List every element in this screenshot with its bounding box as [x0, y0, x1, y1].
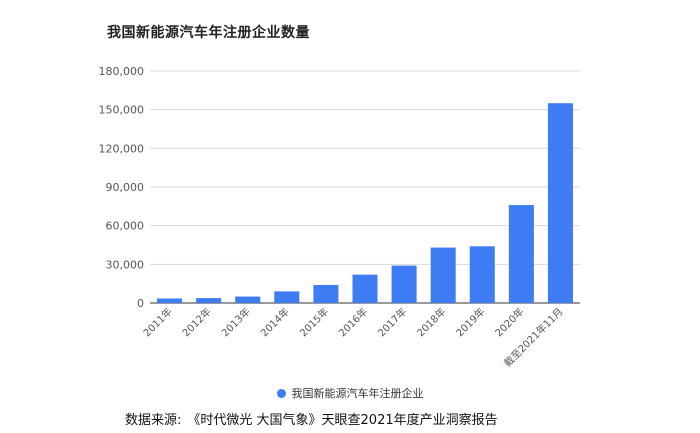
x-tick-label: 2012年: [179, 305, 213, 339]
bar-1: [157, 298, 183, 303]
source-label: 数据来源:: [125, 413, 182, 428]
legend: 我国新能源汽车年注册企业: [0, 385, 700, 401]
y-tick-label: 30,000: [106, 258, 145, 271]
bar-7: [391, 265, 417, 303]
y-tick-label: 90,000: [106, 181, 145, 194]
y-tick-label: 60,000: [106, 220, 145, 233]
grid-lines: [150, 70, 580, 304]
x-tick-label: 2016年: [336, 305, 370, 339]
bar-5: [313, 284, 339, 303]
x-tick-label: 2011年: [140, 305, 174, 339]
x-tick-label: 2015年: [297, 305, 331, 339]
x-tick-label: 2020年: [492, 305, 526, 339]
bar-10: [508, 205, 534, 303]
x-tick-labels: 2011年 2012年 2013年 2014年 2015年 2016年 2017年 2018年…: [140, 305, 565, 369]
legend-label: 我国新能源汽车年注册企业: [291, 387, 424, 400]
x-tick-label: 2019年: [453, 305, 487, 339]
chart-title: 我国新能源汽车年注册企业数量: [107, 25, 310, 41]
source-note: 数据来源: 《时代微光 大国气象》天眼查2021年度产业洞察报告: [125, 409, 498, 428]
x-tick-label: 2014年: [258, 305, 292, 339]
x-tick-label: 2017年: [375, 305, 409, 339]
x-tick-label: 2013年: [219, 305, 253, 339]
y-tick-labels: 0 30,000 60,000 90,000 120,000 150,000 180,000: [99, 65, 145, 310]
bar-2: [196, 298, 222, 303]
bars: [157, 103, 573, 303]
bar-11: [547, 103, 573, 303]
x-tick-label: 2018年: [414, 305, 448, 339]
bar-6: [352, 274, 378, 303]
y-tick-label: 180,000: [99, 65, 145, 78]
bar-8: [430, 247, 456, 303]
y-tick-label: 0: [137, 297, 144, 310]
y-tick-label: 120,000: [99, 142, 145, 155]
bar-3: [235, 296, 261, 303]
bar-4: [274, 291, 300, 303]
legend-swatch: [276, 388, 286, 398]
source-text: 《时代微光 大国气象》天眼查2021年度产业洞察报告: [187, 413, 498, 428]
y-tick-label: 150,000: [99, 104, 145, 117]
bar-9: [469, 246, 495, 303]
